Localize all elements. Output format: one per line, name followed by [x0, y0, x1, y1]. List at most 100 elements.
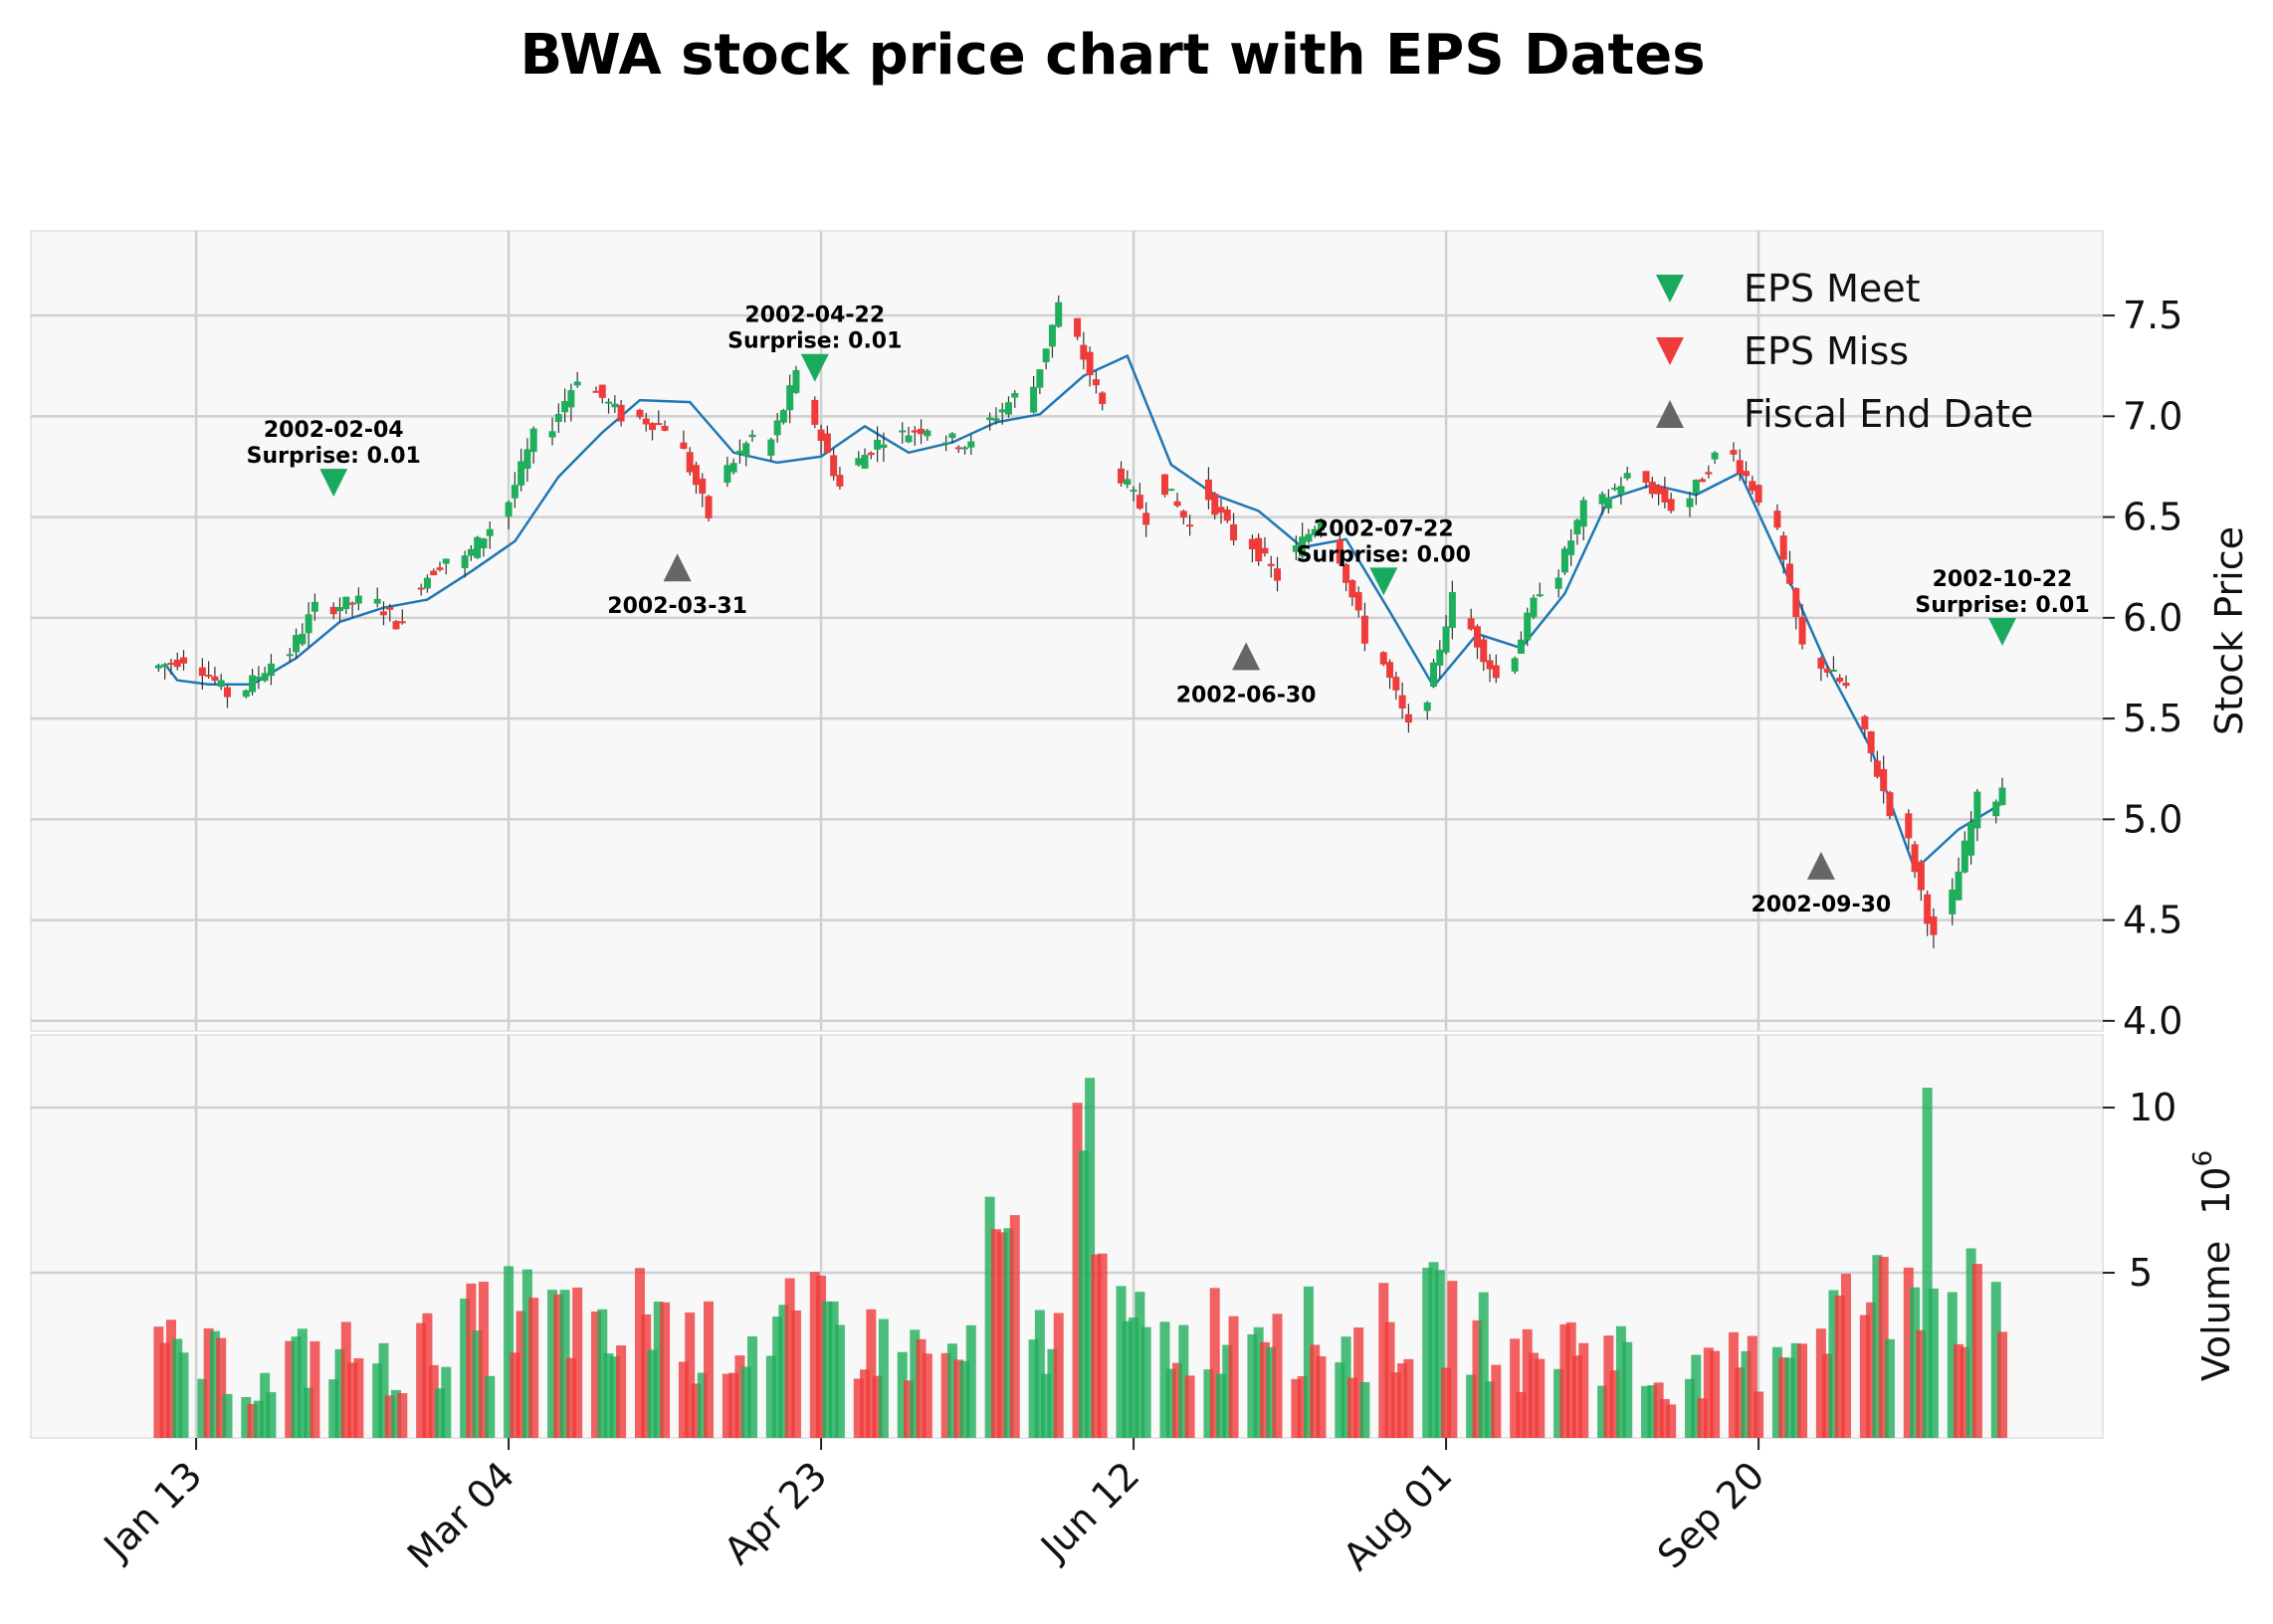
volume-bar — [1928, 1288, 1939, 1438]
candle-body — [1336, 539, 1343, 564]
volume-bar — [1222, 1344, 1233, 1438]
candle-body — [830, 455, 838, 477]
legend-marker — [1656, 400, 1684, 428]
volume-bar — [953, 1359, 964, 1438]
legend: EPS Meet EPS Miss Fiscal End Date — [1656, 267, 2033, 436]
volume-bar — [1129, 1318, 1139, 1438]
volume-bar — [428, 1364, 439, 1438]
volume-bar — [1346, 1377, 1357, 1438]
candle-body — [1179, 510, 1187, 517]
candle-body — [961, 447, 969, 450]
candle-body — [705, 496, 713, 519]
candle-body — [723, 465, 731, 484]
volume-bar — [1535, 1358, 1546, 1438]
volume-bar — [1297, 1375, 1308, 1438]
volume-bar — [422, 1313, 433, 1438]
volume-bar — [872, 1375, 883, 1438]
fiscal-end-label: 2002-06-30 — [1176, 683, 1317, 708]
candle-body — [1623, 473, 1631, 479]
candle-body — [1967, 822, 1975, 856]
fiscal-end-label: 2002-09-30 — [1752, 893, 1892, 917]
candle-body — [649, 423, 657, 431]
volume-tick-label: 10 — [2129, 1086, 2176, 1129]
x-tick-label: Aug 01 — [1335, 1453, 1460, 1578]
volume-bar — [1771, 1346, 1782, 1438]
moving-average — [163, 353, 2003, 873]
candle-body — [1092, 379, 1100, 386]
candle-body — [1648, 482, 1656, 495]
candle-body — [1160, 474, 1168, 496]
volume-bar — [1559, 1323, 1570, 1438]
volume-bar — [397, 1393, 408, 1438]
volume-bar — [1510, 1338, 1521, 1438]
volume-grid — [31, 1035, 2103, 1438]
volume-bar — [946, 1343, 957, 1438]
volume-bar — [1428, 1262, 1439, 1438]
volume-bar — [553, 1294, 564, 1438]
volume-bar — [1834, 1295, 1845, 1438]
candle-body — [1560, 548, 1568, 573]
volume-bar — [834, 1324, 845, 1438]
candle-body — [379, 611, 387, 616]
volume-bar — [904, 1380, 914, 1438]
candle-body — [467, 548, 475, 556]
eps-surprise-label: Surprise: 0.01 — [247, 444, 421, 469]
volume-bar — [685, 1312, 696, 1438]
volume-bar — [940, 1352, 951, 1438]
candle-body — [1248, 538, 1256, 549]
eps-marker — [1988, 618, 2016, 647]
candle-body — [954, 447, 962, 450]
candle-body — [1873, 760, 1881, 777]
volume-bar — [740, 1366, 751, 1438]
volume-bar — [516, 1311, 526, 1438]
volume-bar — [910, 1329, 921, 1438]
volume-bar — [172, 1338, 183, 1438]
candle-body — [342, 596, 350, 610]
volume-bar — [1571, 1355, 1582, 1438]
candle-body — [336, 607, 344, 612]
candle-body — [286, 654, 294, 657]
candle-body — [1692, 480, 1700, 494]
candle-body — [398, 621, 406, 624]
candle-body — [1930, 915, 1938, 935]
volume-bar — [647, 1349, 658, 1438]
eps-surprise-label: Surprise: 0.01 — [1915, 593, 2089, 618]
volume-bar — [559, 1290, 570, 1438]
volume-bar — [1172, 1362, 1183, 1438]
candle-body — [1360, 615, 1368, 644]
volume-bar — [641, 1314, 652, 1438]
candle-body — [1492, 665, 1500, 679]
candle-body — [642, 418, 650, 425]
candle-body — [167, 662, 175, 665]
candle-body — [423, 577, 431, 589]
candle-body — [1667, 499, 1675, 511]
volume-bar — [178, 1352, 189, 1438]
volume-bar — [153, 1326, 164, 1438]
volume-bar — [1997, 1331, 2007, 1438]
candle-body — [1048, 324, 1056, 347]
volume-bar — [990, 1229, 1001, 1438]
candle-body — [480, 537, 488, 548]
eps-date-label: 2002-02-04 — [264, 418, 404, 443]
volume-bar — [266, 1392, 277, 1438]
volume-bar — [597, 1309, 608, 1438]
candle-body — [948, 433, 956, 439]
volume-bar — [1053, 1313, 1064, 1438]
volume-bar — [1303, 1286, 1314, 1438]
volume-bar — [1485, 1381, 1496, 1438]
candle-body — [1055, 302, 1063, 327]
volume-bar — [959, 1360, 970, 1438]
volume-bar — [1778, 1357, 1789, 1438]
volume-bar — [722, 1373, 732, 1438]
candle-body — [986, 417, 994, 421]
x-tick-label: Jun 12 — [1031, 1453, 1147, 1569]
volume-bar — [1047, 1348, 1058, 1438]
volume-bar — [691, 1383, 702, 1438]
fiscal-end-marker — [1806, 851, 1835, 880]
volume-bar — [1659, 1398, 1670, 1438]
candle-body — [617, 404, 625, 422]
candle-body — [735, 450, 743, 455]
price-tick-label: 5.0 — [2123, 797, 2182, 841]
x-tick-label: Jan 13 — [95, 1453, 211, 1569]
volume-bar — [1828, 1290, 1839, 1438]
